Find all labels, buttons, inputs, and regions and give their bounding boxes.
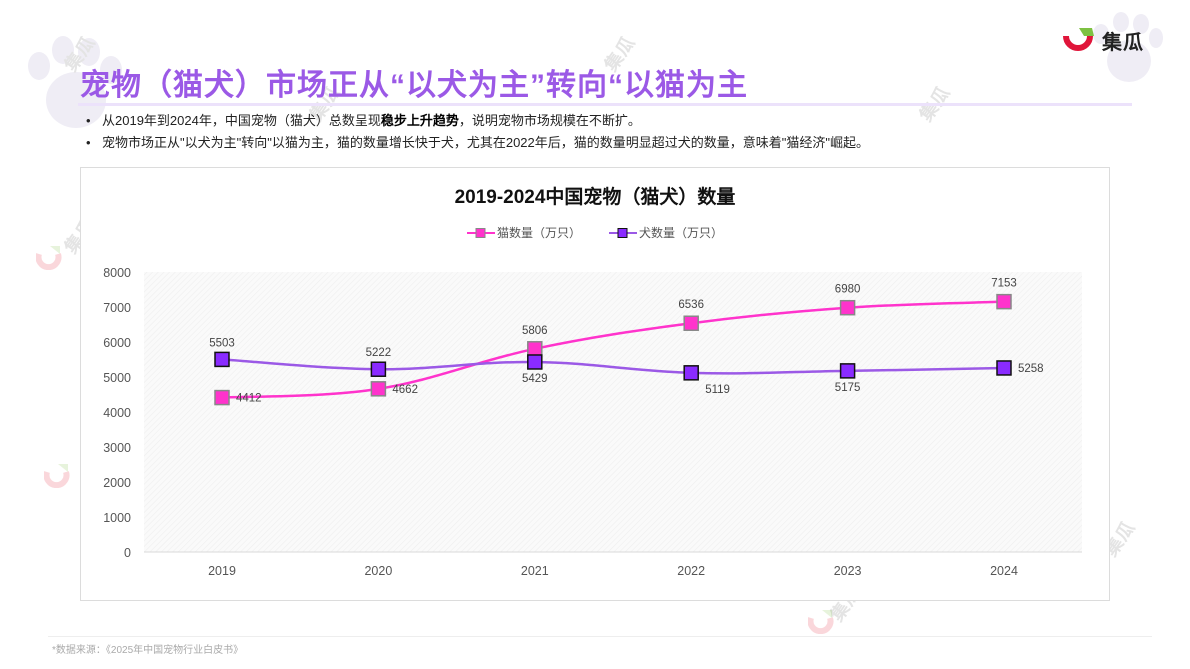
bullet-item: • 从2019年到2024年，中国宠物（猫犬）总数呈现稳步上升趋势，说明宠物市场规… xyxy=(86,110,869,132)
bullet-emphasis: 稳步上升趋势 xyxy=(380,113,459,128)
brand-name: 集瓜 xyxy=(1102,32,1144,54)
summary-bullets: • 从2019年到2024年，中国宠物（猫犬）总数呈现稳步上升趋势，说明宠物市场规… xyxy=(86,110,869,154)
legend-dog-marker-icon xyxy=(609,227,637,238)
legend-item-cat[interactable]: 猫数量（万只） xyxy=(466,224,581,241)
page-title: 宠物（猫犬）市场正从“以犬为主”转向“以猫为主 xyxy=(80,69,748,102)
brand-logo: 集瓜 xyxy=(1062,26,1144,55)
bullet-dot: • xyxy=(86,113,91,128)
data-source-footnote: *数据来源：《2025年中国宠物行业白皮书》 xyxy=(52,645,244,656)
bullet-text: 宠物市场正从"以犬为主"转向"以猫为主，猫的数量增长快于犬，尤其在2022年后，… xyxy=(102,135,869,150)
title-divider xyxy=(78,103,1132,106)
bullet-text: 从2019年到2024年，中国宠物（猫犬）总数呈现 xyxy=(102,113,381,128)
chart-legend: 猫数量（万只） 犬数量（万只） xyxy=(81,224,1109,241)
legend-item-dog[interactable]: 犬数量（万只） xyxy=(609,224,723,241)
chart-container: 2019-2024中国宠物（猫犬）数量 猫数量（万只） 犬数量（万只） xyxy=(80,167,1110,601)
chart-title: 2019-2024中国宠物（猫犬）数量 xyxy=(454,187,736,208)
legend-label-cat: 猫数量（万只） xyxy=(496,226,581,240)
watermark-logo-icon xyxy=(808,610,834,634)
brand-logo-icon xyxy=(1063,27,1094,51)
legend-label-dog: 犬数量（万只） xyxy=(639,226,724,240)
watermark-logo-icon xyxy=(36,246,62,270)
footer-divider xyxy=(48,636,1152,637)
bullet-item: • 宠物市场正从"以犬为主"转向"以猫为主，猫的数量增长快于犬，尤其在2022年后… xyxy=(86,132,869,154)
watermark-logo-icon xyxy=(44,464,70,488)
bullet-text: ，说明宠物市场规模在不断扩。 xyxy=(458,113,641,128)
legend-cat-marker-icon xyxy=(466,227,495,238)
bullet-dot: • xyxy=(86,135,91,150)
